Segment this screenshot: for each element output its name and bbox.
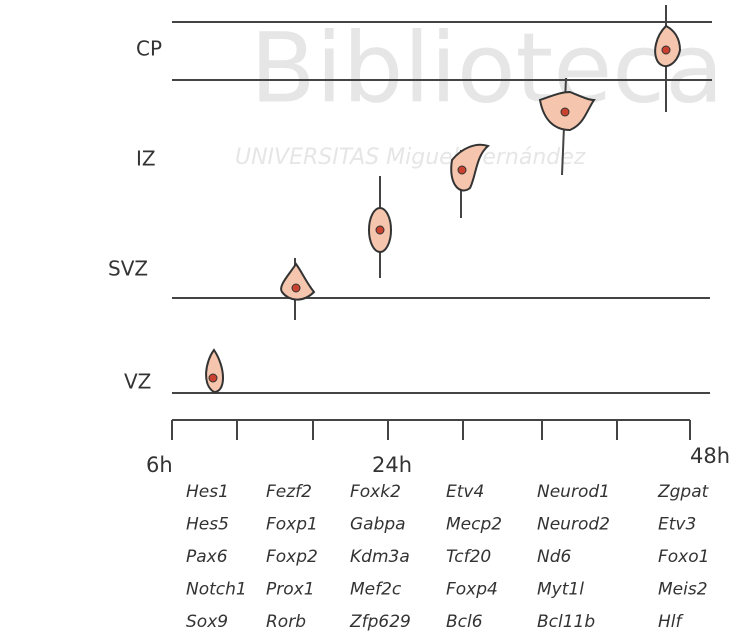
gene: Neurod1 bbox=[537, 482, 610, 502]
gene: Foxp2 bbox=[266, 547, 318, 567]
gene: Rorb bbox=[266, 612, 306, 632]
layer-label: IZ bbox=[136, 147, 156, 171]
gene: Gabpa bbox=[350, 515, 406, 535]
gene: Hes5 bbox=[186, 515, 229, 535]
cells bbox=[205, 5, 682, 394]
gene: Fezf2 bbox=[266, 482, 312, 502]
gene: Foxk2 bbox=[350, 482, 401, 502]
cell bbox=[450, 143, 491, 192]
gene-columns: Hes1 Hes5 Pax6 Notch1 Sox9 Fezf2 Foxp1 Foxp2 Pro… bbox=[186, 482, 710, 632]
layer-label: SVZ bbox=[108, 257, 148, 281]
gene: Mef2c bbox=[350, 580, 402, 600]
gene: Zgpat bbox=[657, 482, 710, 502]
cell bbox=[280, 262, 316, 301]
cell bbox=[205, 348, 224, 394]
layer-lines bbox=[171, 21, 712, 440]
nucleus bbox=[560, 107, 570, 117]
ticks bbox=[171, 420, 691, 440]
gene: Tcf20 bbox=[446, 547, 491, 567]
gene: Etv4 bbox=[446, 482, 484, 502]
gene: Bcl6 bbox=[446, 612, 483, 632]
gene: Foxo1 bbox=[658, 547, 709, 567]
nucleus bbox=[208, 373, 218, 383]
gene: Etv3 bbox=[658, 515, 696, 535]
gene: Mecp2 bbox=[446, 515, 502, 535]
layer-label: VZ bbox=[124, 370, 151, 394]
gene: Bcl11b bbox=[537, 612, 595, 632]
watermark-title: Biblioteca bbox=[250, 12, 724, 124]
time-label: 6h bbox=[146, 453, 173, 477]
nucleus bbox=[661, 45, 671, 55]
gene: Kdm3a bbox=[350, 547, 410, 567]
gene: Foxp1 bbox=[266, 515, 318, 535]
gene: Pax6 bbox=[186, 547, 228, 567]
gene: Foxp4 bbox=[446, 580, 498, 600]
time-label: 24h bbox=[372, 453, 412, 477]
time-label: 48h bbox=[690, 444, 730, 468]
nucleus bbox=[457, 165, 467, 175]
gene: Hes1 bbox=[186, 482, 229, 502]
gene: Sox9 bbox=[186, 612, 228, 632]
gene: Hlf bbox=[658, 612, 685, 632]
gene: Meis2 bbox=[658, 580, 708, 600]
nucleus bbox=[291, 283, 301, 293]
watermark-subtitle: UNIVERSITAS Miguel Hernández bbox=[235, 145, 586, 170]
gene: Nd6 bbox=[537, 547, 572, 567]
gene: Prox1 bbox=[266, 580, 315, 600]
gene: Notch1 bbox=[186, 580, 247, 600]
gene: Zfp629 bbox=[349, 612, 411, 632]
gene: Neurod2 bbox=[537, 515, 610, 535]
layer-label: CP bbox=[136, 37, 162, 61]
gene: Myt1l bbox=[537, 580, 584, 600]
nucleus bbox=[375, 225, 385, 235]
